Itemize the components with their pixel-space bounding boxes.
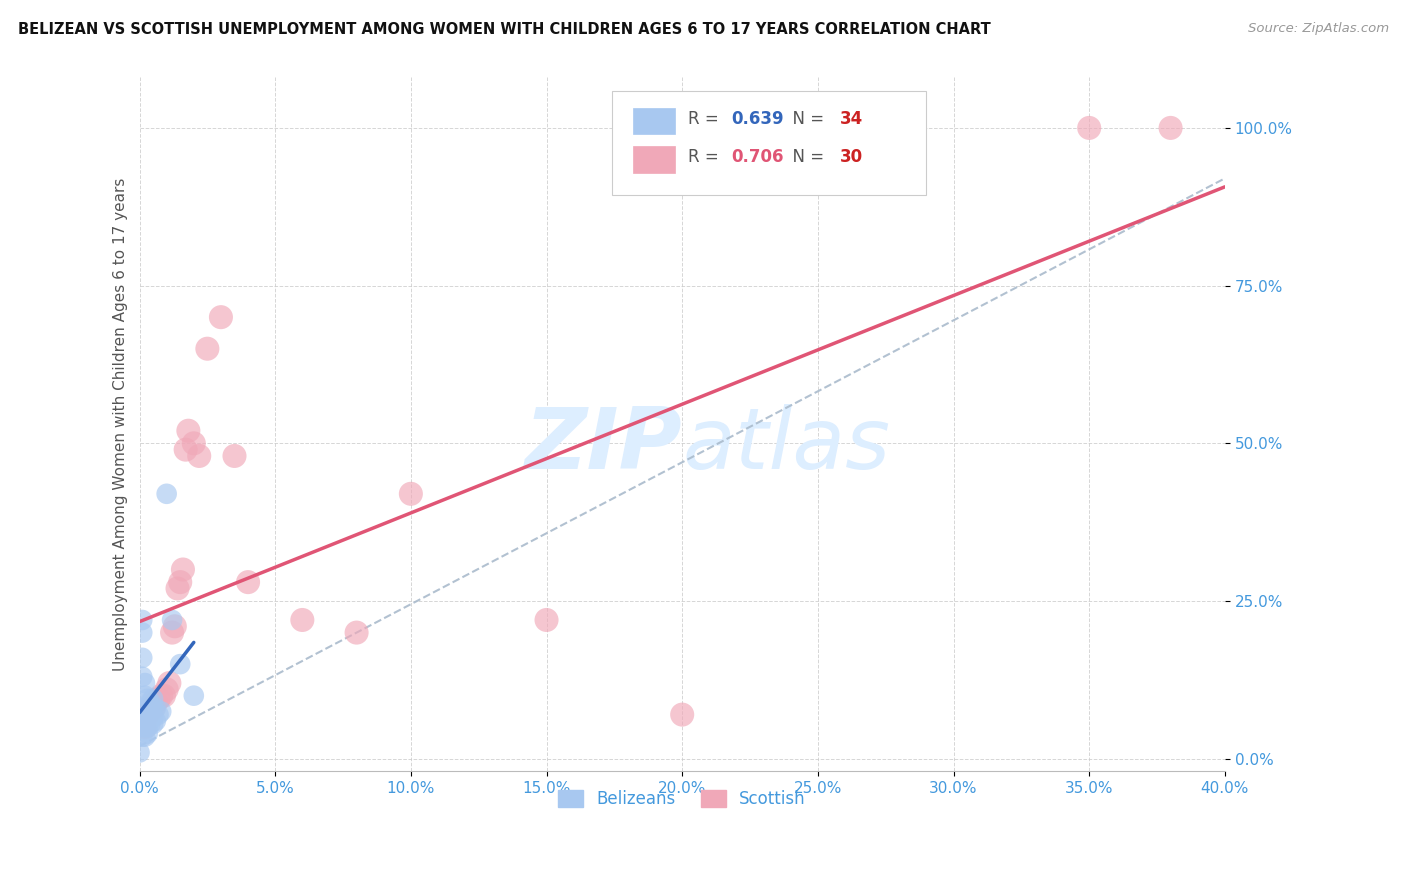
Point (128, 746, 150, 760)
Y-axis label: Unemployment Among Women with Children Ages 6 to 17 years: Unemployment Among Women with Children A… (114, 178, 128, 671)
Point (139, 707, 162, 722)
Point (153, 689, 176, 703)
Point (134, 720, 156, 734)
Point (157, 676, 180, 690)
Point (195, 342, 218, 356)
Point (156, 682, 179, 697)
Point (145, 714, 167, 728)
Text: R =: R = (688, 148, 724, 166)
Point (536, 613, 558, 627)
Point (134, 720, 156, 734)
Point (1160, 120, 1182, 135)
Point (142, 691, 165, 706)
Text: ZIP: ZIP (524, 404, 682, 487)
Point (139, 701, 162, 715)
Point (131, 613, 153, 627)
Text: Source: ZipAtlas.com: Source: ZipAtlas.com (1249, 22, 1389, 36)
Point (291, 613, 314, 627)
Point (156, 487, 179, 501)
Text: N =: N = (782, 110, 830, 128)
Point (172, 562, 194, 576)
Point (183, 436, 205, 450)
Point (148, 691, 170, 706)
Text: BELIZEAN VS SCOTTISH UNEMPLOYMENT AMONG WOMEN WITH CHILDREN AGES 6 TO 17 YEARS C: BELIZEAN VS SCOTTISH UNEMPLOYMENT AMONG … (18, 22, 991, 37)
Point (150, 705, 173, 719)
Point (134, 730, 156, 744)
Text: 0.639: 0.639 (731, 110, 783, 128)
Text: atlas: atlas (682, 404, 890, 487)
Point (136, 711, 159, 725)
Point (139, 717, 162, 731)
Point (160, 625, 183, 640)
Legend: Belizeans, Scottish: Belizeans, Scottish (551, 783, 813, 815)
Text: 0.706: 0.706 (731, 148, 783, 166)
FancyBboxPatch shape (612, 91, 927, 195)
Point (169, 575, 191, 590)
Point (183, 689, 205, 703)
Point (134, 676, 156, 690)
Point (142, 701, 165, 715)
Text: R =: R = (688, 110, 724, 128)
Point (177, 424, 200, 438)
Text: 34: 34 (839, 110, 863, 128)
Point (169, 657, 191, 672)
Point (134, 714, 156, 728)
Point (131, 670, 153, 684)
Point (139, 695, 162, 709)
Point (131, 625, 153, 640)
Point (166, 582, 188, 596)
Point (671, 707, 693, 722)
Point (136, 701, 159, 715)
Point (134, 717, 156, 731)
Point (136, 726, 159, 740)
Point (346, 625, 368, 640)
Point (142, 717, 165, 731)
Point (136, 691, 159, 706)
Point (145, 695, 167, 709)
Point (160, 613, 183, 627)
Point (136, 707, 159, 722)
Point (1078, 120, 1101, 135)
Point (163, 619, 186, 633)
Point (224, 449, 246, 463)
Point (236, 575, 259, 590)
Point (188, 449, 211, 463)
Point (131, 730, 153, 744)
Point (134, 701, 156, 715)
Point (148, 707, 170, 722)
Point (145, 701, 167, 715)
Point (131, 650, 153, 665)
FancyBboxPatch shape (633, 146, 675, 172)
Point (209, 310, 232, 325)
Text: N =: N = (782, 148, 830, 166)
Point (136, 720, 159, 734)
Text: 30: 30 (839, 148, 863, 166)
Point (142, 711, 165, 725)
Point (128, 720, 150, 734)
Point (142, 701, 165, 715)
Point (134, 689, 156, 703)
Point (174, 442, 197, 457)
Point (399, 487, 422, 501)
FancyBboxPatch shape (633, 108, 675, 135)
Point (150, 689, 173, 703)
